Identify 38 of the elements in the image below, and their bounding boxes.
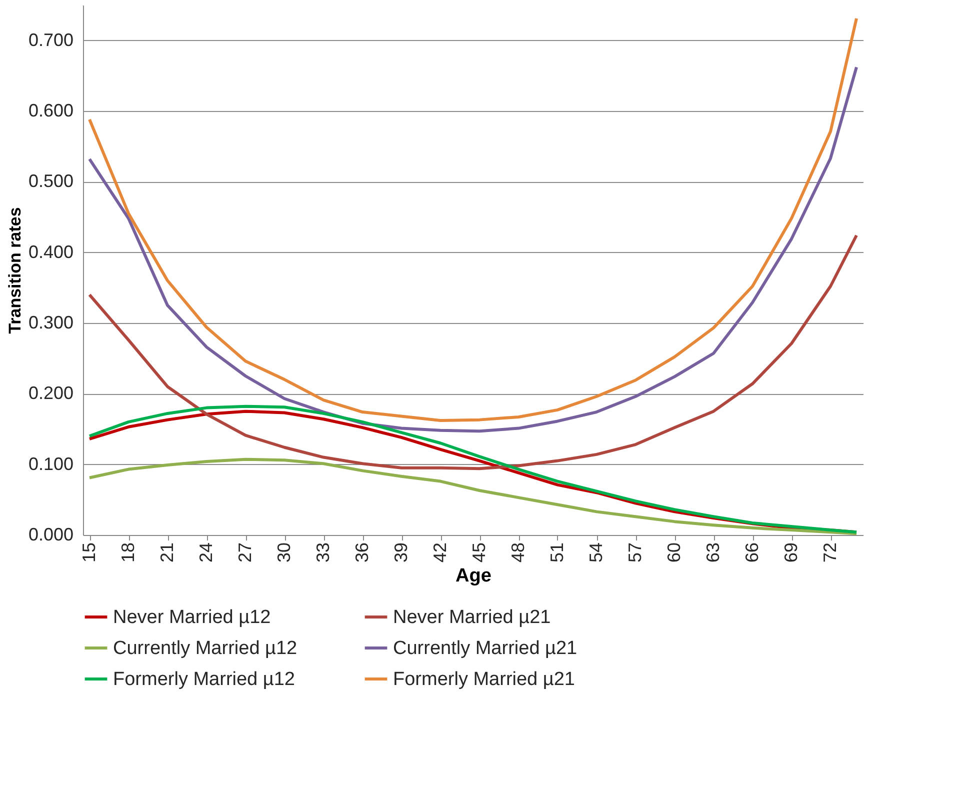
- x-tick-label: 45: [469, 542, 489, 563]
- y-tick-label: 0.200: [28, 383, 74, 404]
- legend-label: Never Married µ21: [393, 607, 551, 628]
- x-tick-label: 27: [235, 542, 255, 563]
- legend-label: Currently Married µ12: [113, 638, 298, 659]
- x-tick-label: 21: [157, 542, 177, 563]
- legend-label: Formerly Married µ21: [393, 669, 575, 690]
- y-tick-label: 0.500: [28, 171, 74, 192]
- x-tick-label: 63: [703, 542, 723, 563]
- line-series: [88, 458, 858, 536]
- legend-label: Formerly Married µ12: [113, 669, 295, 690]
- legend-label: Never Married µ12: [113, 607, 271, 628]
- y-tick-label: 0.700: [28, 30, 74, 50]
- legend-label: Currently Married µ21: [393, 638, 578, 659]
- x-tick-label: 72: [820, 542, 840, 563]
- line-series: [88, 234, 858, 470]
- y-tick-label: 0.600: [28, 100, 74, 120]
- x-tick-label: 18: [118, 542, 138, 563]
- x-tick-label: 30: [274, 542, 294, 563]
- x-tick-label: 42: [430, 542, 450, 563]
- x-tick-label: 51: [547, 542, 567, 563]
- x-tick-label: 48: [508, 542, 528, 563]
- y-tick-label: 0.300: [28, 312, 74, 332]
- y-tick-label: 0.000: [28, 524, 74, 544]
- x-tick-label: 36: [352, 542, 372, 563]
- x-tick-label: 69: [781, 542, 801, 563]
- x-tick-label: 60: [664, 542, 684, 563]
- x-axis-title: Age: [456, 566, 492, 587]
- y-tick-label: 0.400: [28, 242, 74, 262]
- x-tick-label: 57: [625, 542, 645, 563]
- x-tick-label: 54: [586, 542, 606, 563]
- x-tick-label: 15: [79, 542, 99, 563]
- x-tick-label: 66: [742, 542, 762, 563]
- x-tick-label: 24: [196, 542, 216, 563]
- y-tick-label: 0.100: [28, 454, 74, 474]
- y-axis-title: Transition rates: [5, 207, 24, 334]
- x-tick-label: 33: [313, 542, 333, 563]
- x-tick-label: 39: [391, 542, 411, 563]
